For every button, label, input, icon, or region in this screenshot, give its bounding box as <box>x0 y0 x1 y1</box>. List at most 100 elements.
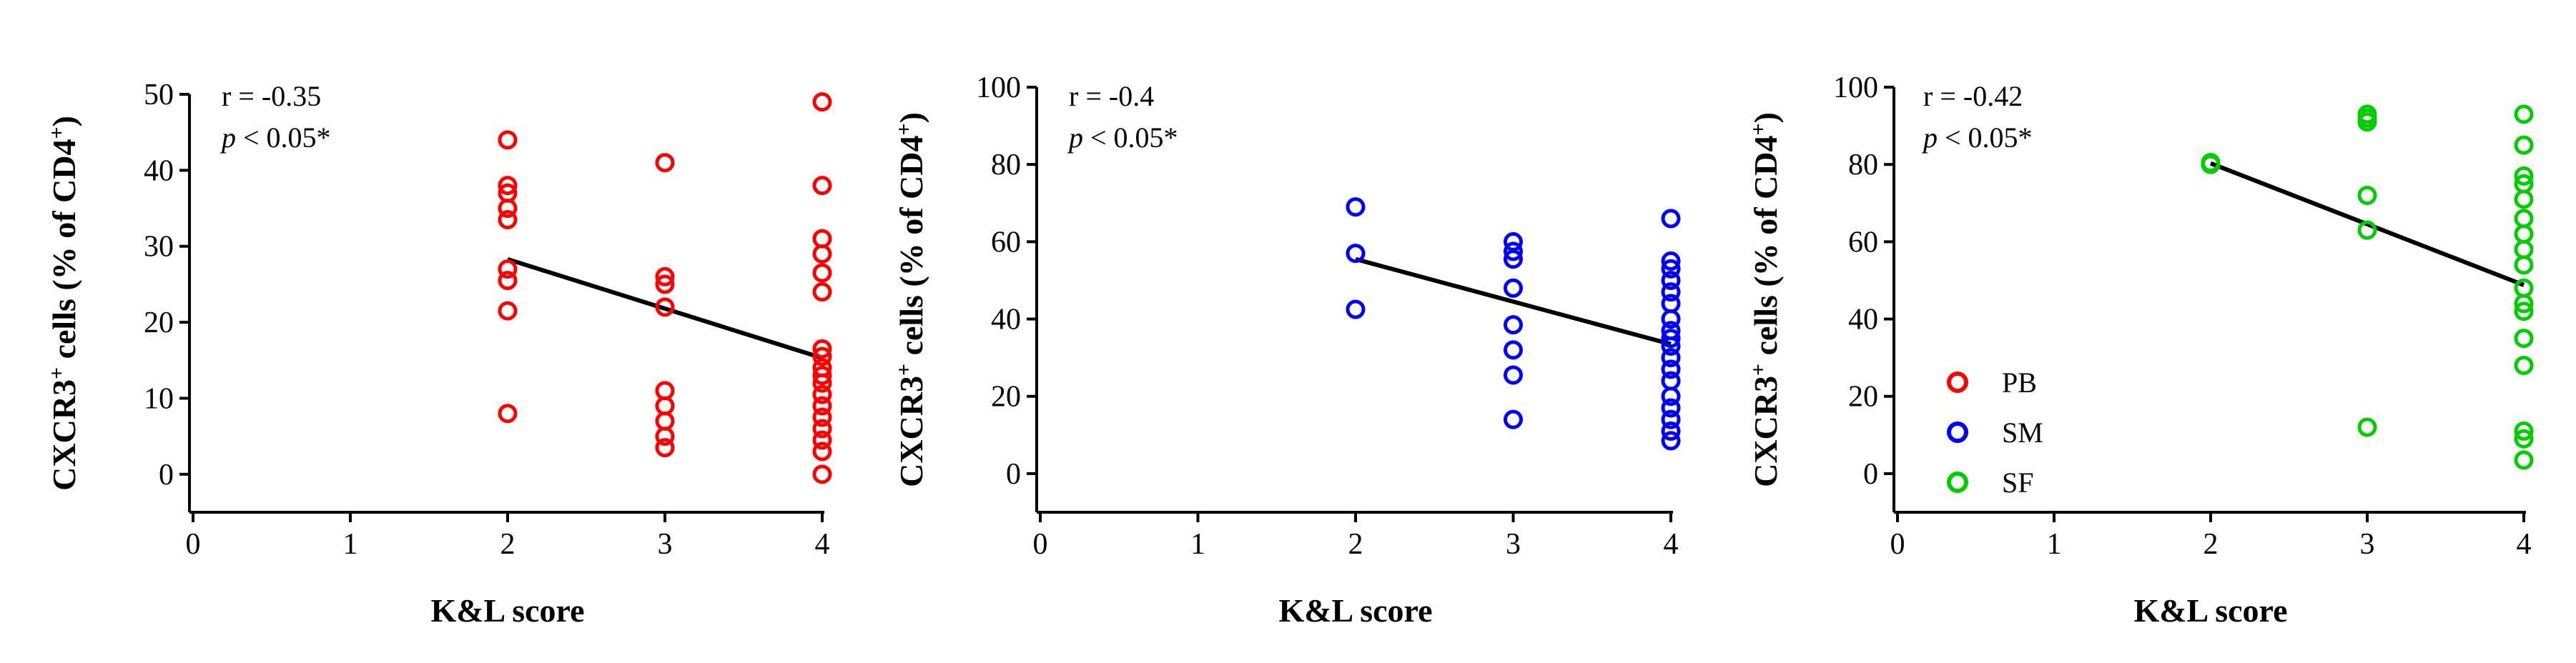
data-point <box>655 274 675 294</box>
data-point <box>655 411 675 431</box>
data-point <box>1504 241 1523 261</box>
data-point <box>2357 417 2377 437</box>
data-point <box>2514 429 2534 449</box>
data-point <box>2357 185 2377 205</box>
y-label-main: CXCR3 <box>46 379 82 491</box>
y-label-mid: cells (% of CD4 <box>1747 136 1784 364</box>
data-point <box>812 263 832 283</box>
data-point <box>1504 278 1523 298</box>
y-tick-label: 0 <box>159 459 174 492</box>
data-point <box>2514 189 2534 209</box>
data-point <box>655 396 675 416</box>
y-label-main: CXCR3 <box>893 376 929 487</box>
data-point <box>1661 387 1681 407</box>
legend-label: PB <box>2002 367 2037 399</box>
data-point <box>2514 209 2534 229</box>
data-point <box>655 297 675 317</box>
y-label-sup: + <box>892 364 916 376</box>
data-point <box>812 229 832 249</box>
y-axis-label: CXCR3+ cells (% of CD4+) <box>45 116 83 491</box>
x-axis-label: K&L score <box>430 592 584 629</box>
data-point <box>812 176 832 196</box>
x-tick-label: 0 <box>186 528 201 561</box>
data-point <box>2514 301 2534 321</box>
x-tick-label: 2 <box>1348 528 1363 561</box>
y-label-end: ) <box>46 116 82 126</box>
data-point <box>812 282 832 302</box>
x-tick-label: 3 <box>1506 528 1521 561</box>
data-point <box>1661 259 1681 279</box>
y-label-end: ) <box>893 112 929 123</box>
y-label-sup: + <box>45 126 69 139</box>
data-point <box>498 259 518 279</box>
y-label-mid: cells (% of CD4 <box>893 136 929 364</box>
data-point <box>498 404 518 424</box>
data-point <box>1504 315 1523 335</box>
x-axis-label: K&L score <box>1278 592 1432 629</box>
y-label-sup: + <box>1747 364 1770 376</box>
x-tick-label: 1 <box>2047 528 2062 561</box>
data-point <box>1661 431 1681 451</box>
data-point <box>2514 166 2534 186</box>
data-point <box>812 366 832 386</box>
data-point <box>2514 135 2534 155</box>
data-point <box>2514 294 2534 314</box>
data-point <box>1661 359 1681 379</box>
data-point <box>1346 299 1366 319</box>
legend-label: SF <box>2002 467 2034 499</box>
y-label-mid: cells (% of CD4 <box>46 139 82 367</box>
x-tick-label: 3 <box>658 528 673 561</box>
data-point <box>2357 220 2377 240</box>
data-point <box>1504 249 1523 269</box>
y-tick-label: 40 <box>1848 304 1878 337</box>
data-point <box>2357 112 2377 132</box>
data-point <box>1661 309 1681 329</box>
y-tick-label: 10 <box>144 382 174 415</box>
data-point <box>655 438 675 458</box>
legend-marker <box>1947 472 1968 493</box>
y-tick-label: 100 <box>976 71 1021 104</box>
data-point <box>812 92 832 112</box>
data-point <box>812 419 832 439</box>
x-tick-label: 0 <box>1033 528 1048 561</box>
data-point <box>498 271 518 291</box>
legend-marker <box>1947 422 1968 443</box>
y-tick-label: 40 <box>991 304 1021 337</box>
y-tick-label: 80 <box>1848 149 1878 181</box>
data-point <box>2514 255 2534 275</box>
p-symbol: p <box>1921 121 1938 154</box>
data-point <box>1661 251 1681 271</box>
data-point <box>2514 224 2534 244</box>
y-tick-label: 0 <box>1006 458 1021 491</box>
x-tick-label: 3 <box>2360 528 2375 561</box>
data-point <box>655 153 675 173</box>
data-point <box>1504 409 1523 429</box>
x-tick-label: 1 <box>343 528 358 561</box>
correlation-r: r = -0.42 <box>1923 80 2023 112</box>
p-text: < 0.05* <box>236 121 331 154</box>
correlation-r: r = -0.4 <box>1069 80 1154 112</box>
y-tick-label: 60 <box>1848 226 1878 259</box>
data-point <box>812 396 832 416</box>
data-point <box>1661 270 1681 290</box>
data-point <box>1346 197 1366 217</box>
p-text: < 0.05* <box>1938 121 2033 154</box>
p-symbol: p <box>1067 121 1083 154</box>
x-tick-label: 2 <box>500 528 515 561</box>
data-point <box>2514 278 2534 298</box>
correlation-r: r = -0.35 <box>222 80 321 112</box>
data-point <box>812 244 832 264</box>
y-label-end: ) <box>1747 112 1784 123</box>
data-point <box>1661 409 1681 429</box>
p-value: p < 0.05* <box>1921 121 2033 154</box>
data-point <box>1504 340 1523 360</box>
data-point <box>498 199 518 219</box>
data-point <box>1661 348 1681 368</box>
data-point <box>1661 209 1681 229</box>
p-symbol: p <box>219 121 236 154</box>
y-tick-label: 20 <box>144 306 174 339</box>
data-point <box>498 130 518 150</box>
data-point <box>655 427 675 447</box>
data-point <box>2514 421 2534 441</box>
